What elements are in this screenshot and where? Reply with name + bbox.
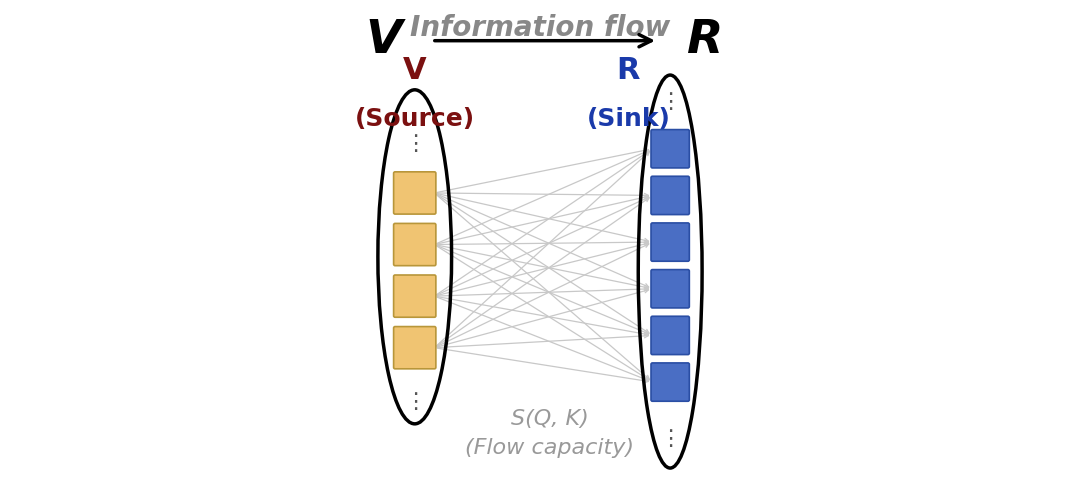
FancyBboxPatch shape [651, 129, 689, 168]
FancyBboxPatch shape [393, 275, 436, 317]
FancyBboxPatch shape [651, 270, 689, 308]
FancyBboxPatch shape [651, 176, 689, 214]
FancyBboxPatch shape [393, 223, 436, 266]
FancyBboxPatch shape [393, 327, 436, 369]
Text: (Sink): (Sink) [586, 107, 671, 131]
FancyBboxPatch shape [651, 363, 689, 401]
Text: ⋮: ⋮ [404, 134, 426, 154]
FancyBboxPatch shape [651, 316, 689, 355]
Text: ⋮: ⋮ [659, 92, 681, 112]
Text: S(Q, K): S(Q, K) [511, 409, 589, 429]
Text: V: V [366, 18, 403, 63]
Text: V: V [403, 56, 427, 85]
Text: R: R [617, 56, 640, 85]
Text: Information flow: Information flow [410, 14, 670, 41]
Text: ⋮: ⋮ [659, 429, 681, 449]
FancyBboxPatch shape [393, 172, 436, 214]
Text: (Flow capacity): (Flow capacity) [465, 438, 634, 458]
Text: R: R [687, 18, 724, 63]
FancyBboxPatch shape [651, 223, 689, 261]
Text: ⋮: ⋮ [404, 392, 426, 412]
Text: (Source): (Source) [354, 107, 475, 131]
